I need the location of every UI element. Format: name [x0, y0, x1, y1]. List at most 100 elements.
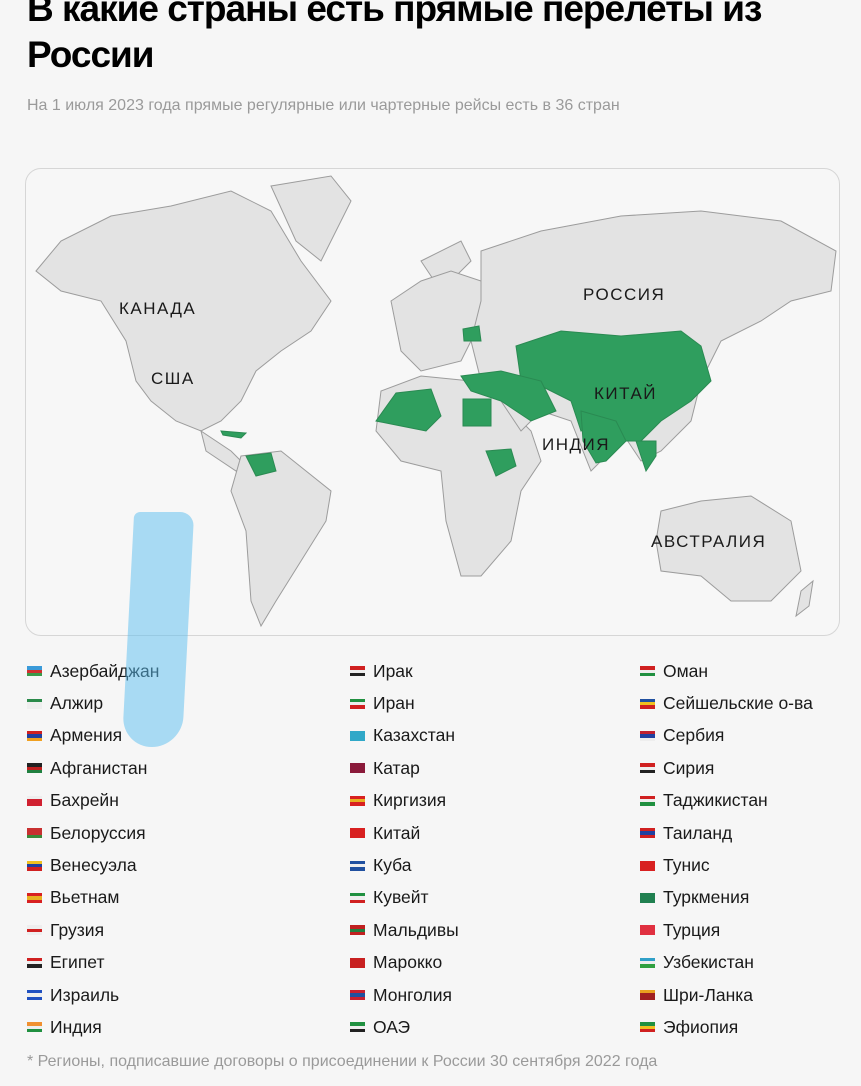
country-name: Белоруссия — [50, 822, 146, 843]
label-canada: КАНАДА — [119, 299, 196, 318]
legend-item: Шри-Ланка — [640, 979, 813, 1011]
legend-item: Эфиопия — [640, 1011, 813, 1043]
region-turkey-iran — [460, 370, 557, 422]
flag-icon — [27, 763, 42, 774]
country-name: ОАЭ — [373, 1016, 411, 1037]
country-name: Шри-Ланка — [663, 984, 754, 1005]
legend-item: Катар — [350, 752, 459, 784]
label-australia: АВСТРАЛИЯ — [651, 532, 766, 551]
flag-icon — [350, 925, 365, 936]
legend-item: Кувейт — [350, 882, 459, 914]
flag-icon — [27, 666, 42, 677]
legend-item: Грузия — [27, 914, 159, 946]
legend-item: Марокко — [350, 947, 459, 979]
legend-item: Ирак — [350, 655, 459, 687]
country-name: Турция — [663, 919, 721, 940]
flag-icon — [640, 860, 655, 871]
flag-icon — [640, 666, 655, 677]
flag-icon — [640, 698, 655, 709]
country-name: Туркмения — [663, 887, 750, 908]
country-name: Эфиопия — [663, 1016, 739, 1037]
legend-item: Монголия — [350, 979, 459, 1011]
flag-icon — [27, 892, 42, 903]
country-name: Египет — [50, 952, 105, 973]
country-name: Сербия — [663, 725, 725, 746]
country-name: Венесуэла — [50, 855, 137, 876]
country-name: Тунис — [663, 855, 710, 876]
flag-icon — [27, 990, 42, 1001]
legend-item: Израиль — [27, 979, 159, 1011]
label-india: ИНДИЯ — [542, 435, 610, 454]
legend-item: Казахстан — [350, 720, 459, 752]
legend-item: Оман — [640, 655, 813, 687]
legend-item: Афганистан — [27, 752, 159, 784]
flag-icon — [350, 666, 365, 677]
region-ethiopia — [485, 448, 517, 477]
flag-icon — [640, 1022, 655, 1033]
flag-icon — [350, 763, 365, 774]
flag-icon — [640, 990, 655, 1001]
country-name: Бахрейн — [50, 790, 119, 811]
legend-item: Мальдивы — [350, 914, 459, 946]
flag-icon — [350, 957, 365, 968]
flag-icon — [27, 1022, 42, 1033]
country-name: Ирак — [373, 660, 413, 681]
region-cuba — [220, 430, 248, 439]
country-name: Алжир — [50, 693, 104, 714]
flag-icon — [27, 828, 42, 839]
europe — [390, 270, 482, 372]
flag-icon — [27, 957, 42, 968]
label-russia: РОССИЯ — [583, 285, 665, 304]
region-belarus — [462, 325, 482, 342]
legend-column: Ирак Иран Казахстан Катар Киргизия Китай Куба К… — [350, 655, 459, 1044]
country-name: Сейшельские о-ва — [663, 693, 813, 714]
subtitle: На 1 июля 2023 года прямые регулярные ил… — [27, 97, 620, 114]
flag-icon — [350, 730, 365, 741]
page-title: В какие страны есть прямые перелеты из Р… — [27, 0, 762, 75]
legend-item: Турция — [640, 914, 813, 946]
country-name: Марокко — [373, 952, 443, 973]
country-name: Узбекистан — [663, 952, 754, 973]
legend-item: Белоруссия — [27, 817, 159, 849]
australia — [655, 495, 802, 602]
country-name: Армения — [50, 725, 123, 746]
legend-item: Туркмения — [640, 882, 813, 914]
country-name: Афганистан — [50, 757, 148, 778]
legend-item: Сирия — [640, 752, 813, 784]
flag-icon — [640, 828, 655, 839]
world-map-svg: КАНАДА США РОССИЯ КИТАЙ ИНДИЯ АВСТРАЛИЯ — [35, 175, 837, 628]
greenland — [270, 175, 352, 262]
region-algeria — [375, 388, 442, 432]
label-usa: США — [151, 369, 195, 388]
new-zealand — [795, 579, 814, 618]
flag-icon — [27, 730, 42, 741]
region-southeast-asia — [635, 440, 657, 473]
flag-icon — [640, 957, 655, 968]
footnote: * Регионы, подписавшие договоры о присое… — [27, 1053, 658, 1070]
flag-icon — [350, 1022, 365, 1033]
country-name: Монголия — [373, 984, 452, 1005]
country-name: Катар — [373, 757, 420, 778]
region-central-asia-china — [515, 330, 712, 442]
flag-icon — [27, 925, 42, 936]
legend-item: Армения — [27, 720, 159, 752]
south-america — [230, 450, 332, 628]
legend-item: Узбекистан — [640, 947, 813, 979]
flag-icon — [27, 860, 42, 871]
country-name: Куба — [373, 855, 412, 876]
country-name: Казахстан — [373, 725, 456, 746]
legend-item: Киргизия — [350, 785, 459, 817]
flag-icon — [350, 795, 365, 806]
flag-icon — [27, 698, 42, 709]
country-name: Индия — [50, 1016, 102, 1037]
legend-item: Индия — [27, 1011, 159, 1043]
legend-item: Таджикистан — [640, 785, 813, 817]
legend-item: Сейшельские о-ва — [640, 687, 813, 719]
legend-item: Тунис — [640, 849, 813, 881]
legend-item: Таиланд — [640, 817, 813, 849]
region-india — [580, 410, 627, 464]
north-america — [35, 190, 332, 432]
country-name: Грузия — [50, 919, 105, 940]
legend-item: Иран — [350, 687, 459, 719]
flag-icon — [640, 795, 655, 806]
